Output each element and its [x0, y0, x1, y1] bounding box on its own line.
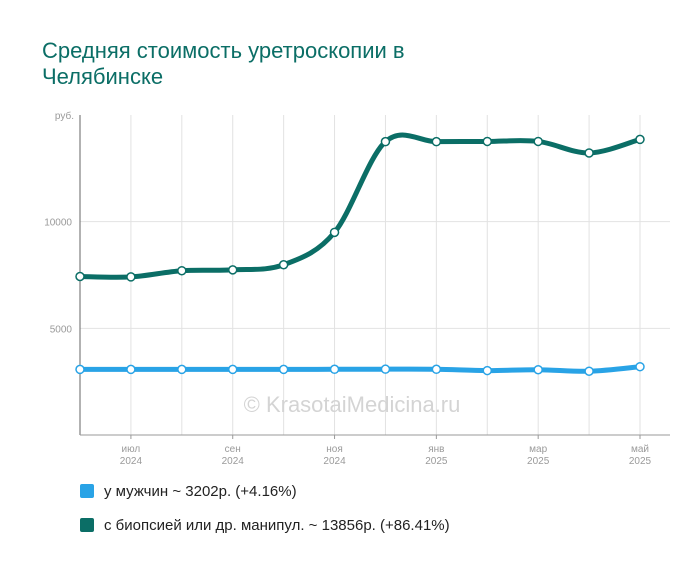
data-point-biopsy — [227, 265, 238, 275]
legend-swatch-biopsy — [80, 518, 94, 532]
data-point-biopsy — [431, 136, 442, 147]
data-point-biopsy — [380, 136, 391, 147]
data-point-men — [278, 364, 289, 375]
legend-item-biopsy[interactable]: с биопсией или др. манипул. ~ 13856р. (+… — [80, 516, 450, 534]
series-line-men — [77, 364, 643, 374]
legend-label-biopsy: с биопсией или др. манипул. ~ 13856р. (+… — [104, 516, 450, 534]
legend-item-men[interactable]: у мужчин ~ 3202р. (+4.16%) — [80, 482, 450, 500]
chart-title: Средняя стоимость уретроскопии в Челябин… — [42, 38, 405, 89]
x-tick-year: 2025 — [527, 456, 550, 467]
data-point-men — [533, 364, 543, 375]
data-point-biopsy — [482, 136, 493, 147]
watermark: © KrasotaiMedicina.ru — [244, 392, 461, 417]
data-point-men — [75, 364, 85, 375]
y-axis-unit: руб. — [55, 110, 74, 122]
data-point-men — [635, 361, 645, 372]
data-point-men — [380, 364, 391, 374]
y-tick-label: 10000 — [44, 218, 72, 229]
legend-label-men: у мужчин ~ 3202р. (+4.16%) — [104, 482, 297, 500]
x-tick-month: июл — [122, 444, 141, 455]
data-point-men — [177, 364, 187, 375]
data-point-men — [126, 364, 136, 375]
y-tick-label: 5000 — [50, 324, 73, 335]
data-point-biopsy — [635, 134, 645, 145]
x-tick-month: сен — [225, 444, 241, 455]
data-point-biopsy — [126, 272, 136, 282]
x-tick-month: ноя — [326, 444, 343, 455]
data-point-men — [482, 365, 493, 376]
x-tick-year: 2024 — [222, 456, 245, 467]
series-line-biopsy — [77, 132, 643, 280]
x-tick-month: мар — [529, 444, 547, 455]
data-point-biopsy — [329, 227, 340, 238]
data-point-biopsy — [533, 136, 543, 147]
data-point-men — [584, 366, 594, 376]
legend: у мужчин ~ 3202р. (+4.16%) с биопсией ил… — [80, 482, 450, 550]
x-tick-month: май — [631, 444, 649, 455]
data-point-biopsy — [75, 271, 85, 282]
data-point-men — [431, 364, 442, 375]
legend-swatch-men — [80, 484, 94, 498]
x-tick-year: 2025 — [629, 456, 652, 467]
data-point-men — [329, 364, 340, 375]
data-point-biopsy — [584, 148, 594, 158]
data-point-biopsy — [177, 265, 187, 276]
x-tick-year: 2025 — [425, 456, 448, 467]
data-point-biopsy — [278, 260, 289, 270]
x-tick-year: 2024 — [120, 456, 143, 467]
x-tick-year: 2024 — [323, 456, 346, 467]
data-point-men — [227, 364, 238, 375]
x-tick-month: янв — [428, 444, 444, 455]
